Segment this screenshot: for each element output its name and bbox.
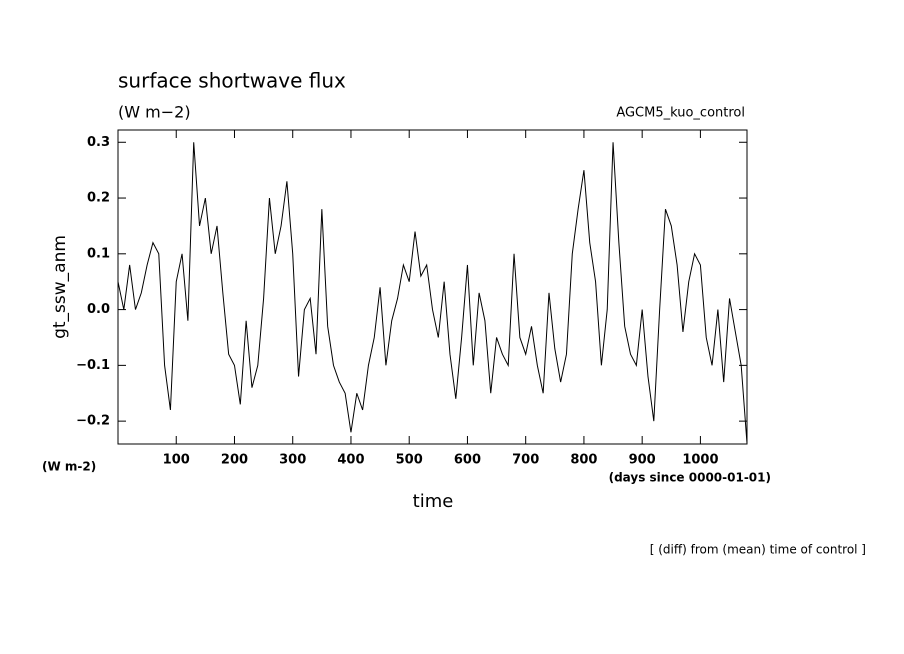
y-tick-label: 0.0 [87, 302, 110, 317]
y-tick-label: −0.2 [76, 414, 110, 429]
footnote: [ (diff) from (mean) time of control ] [650, 543, 866, 557]
x-tick-label: 700 [512, 453, 539, 468]
x-tick-label: 600 [454, 453, 481, 468]
y-tick-label: 0.2 [87, 191, 110, 206]
x-tick-label: 300 [279, 453, 306, 468]
x-tick-label: 100 [163, 453, 190, 468]
x-axis-label: time [413, 491, 454, 512]
y-tick-label: −0.1 [76, 358, 110, 373]
y-axis-label: gt_ssw_anm [50, 235, 70, 339]
plot-frame [117, 129, 748, 445]
y-tick-label: 0.3 [87, 135, 110, 150]
x-tick-label: 900 [629, 453, 656, 468]
x-tick-label: 200 [221, 453, 248, 468]
x-tick-label: 1000 [682, 453, 718, 468]
chart-subtitle: (W m−2) [118, 103, 191, 122]
y-tick-label: 0.1 [87, 246, 110, 261]
x-tick-label: 400 [337, 453, 364, 468]
chart-title: surface shortwave flux [118, 69, 346, 93]
annotation: AGCM5_kuo_control [616, 106, 745, 121]
x-tick-label: 500 [396, 453, 423, 468]
x-tick-label: 800 [570, 453, 597, 468]
y-units: (W m-2) [42, 460, 96, 474]
data-line [117, 142, 748, 444]
x-units: (days since 0000-01-01) [609, 471, 771, 485]
